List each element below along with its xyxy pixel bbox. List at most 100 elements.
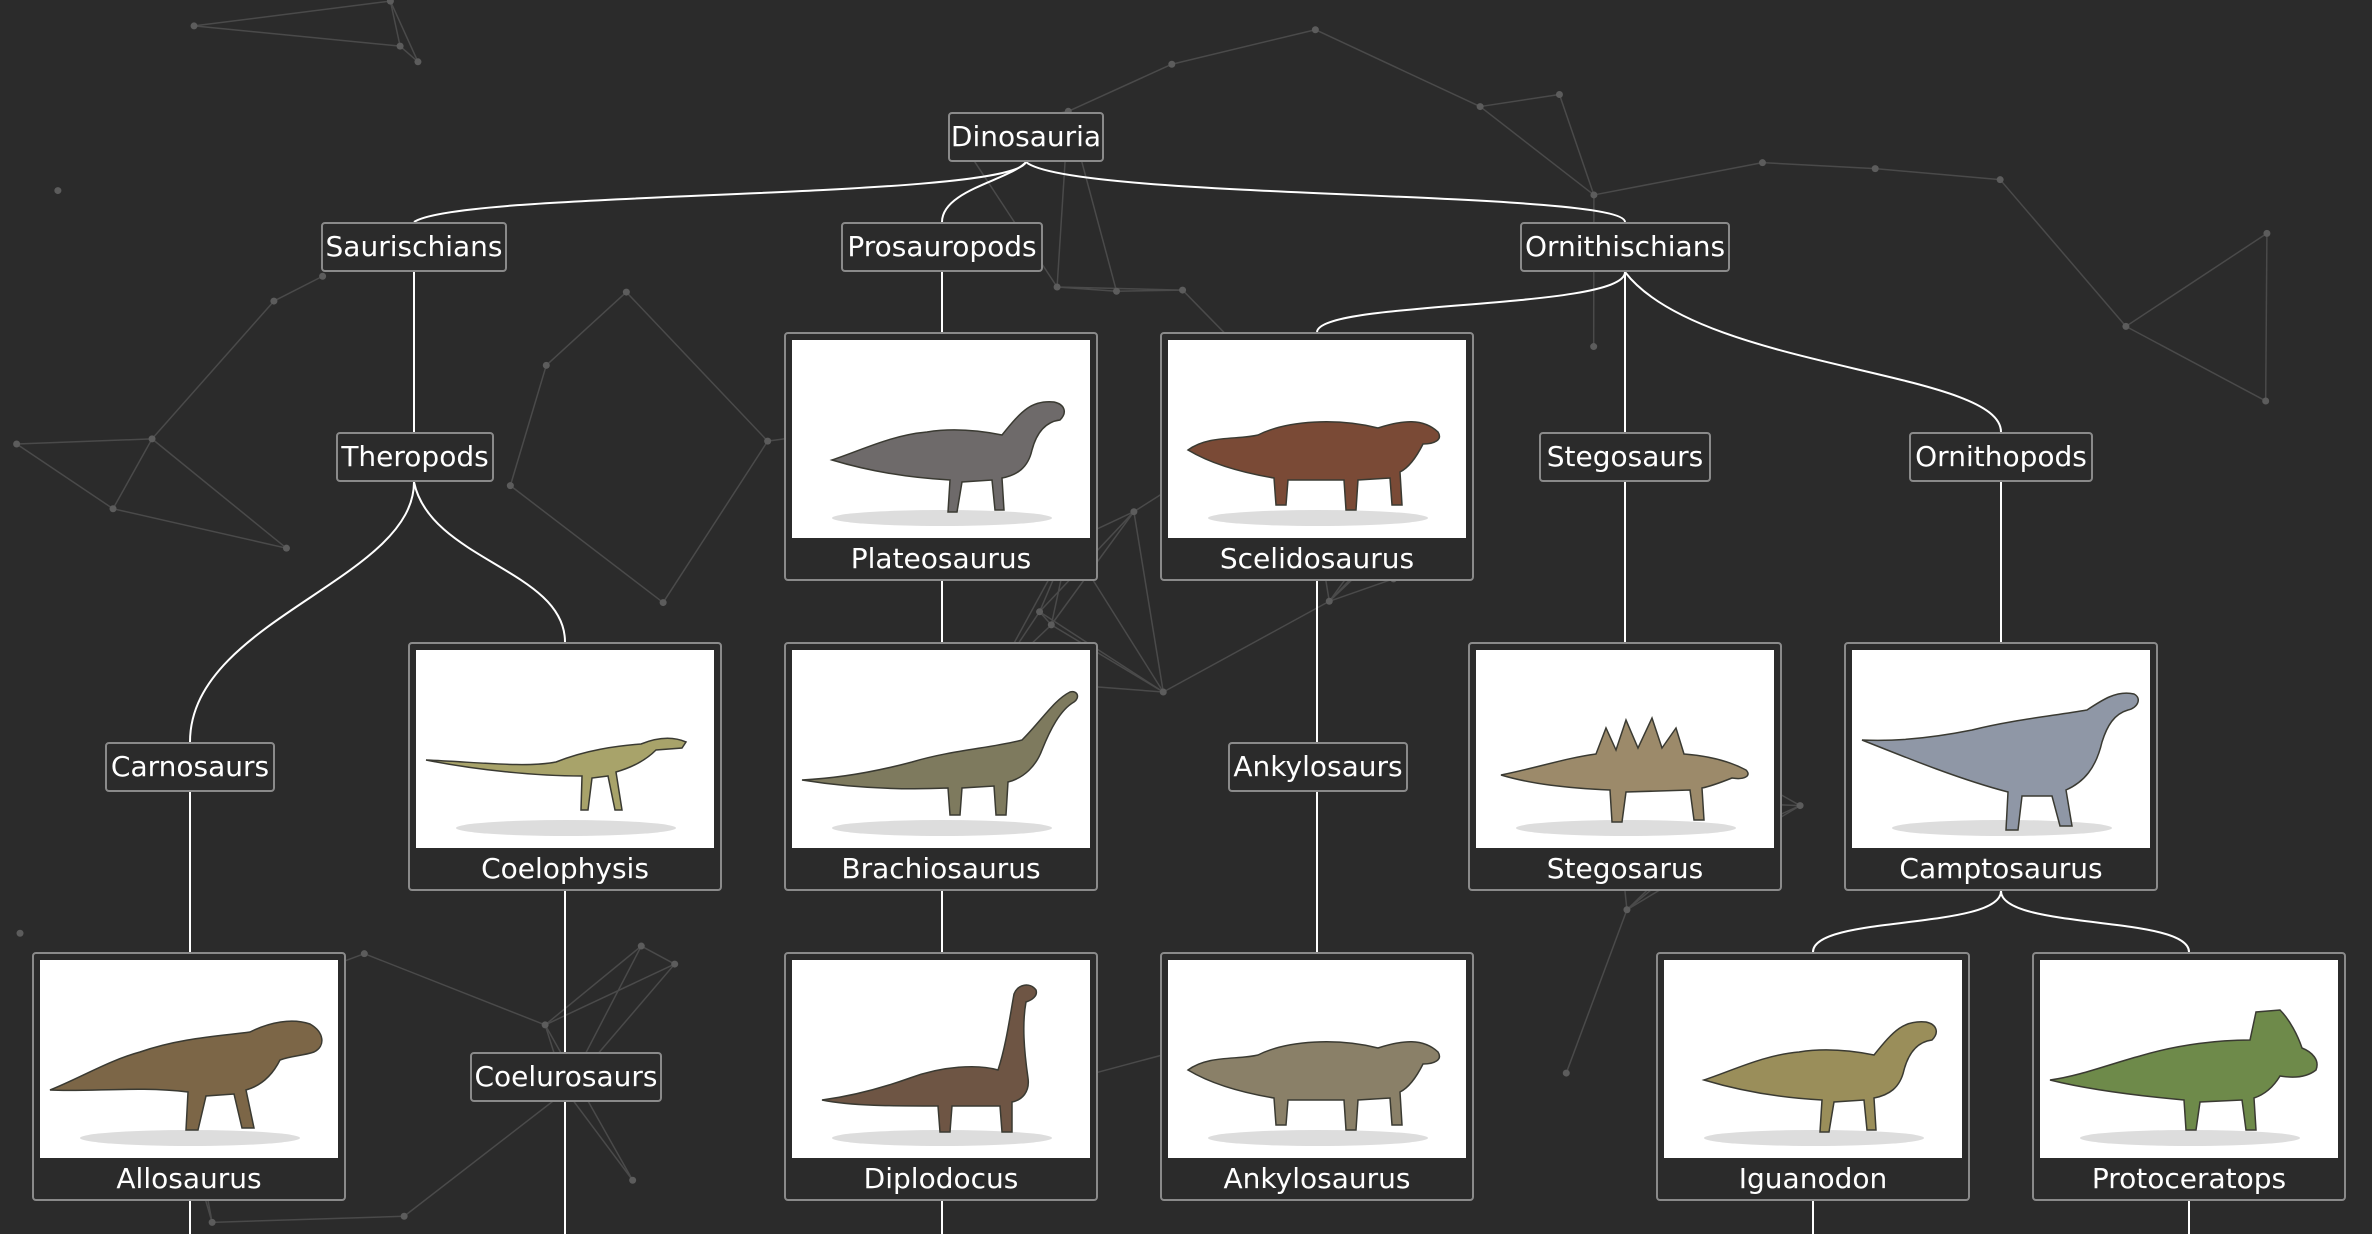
stegosarus-image xyxy=(1476,650,1774,848)
network-line xyxy=(1050,624,1164,693)
tree-edge xyxy=(1624,271,2002,433)
card-iguanodon[interactable]: Iguanodon xyxy=(1656,952,1970,1201)
ground-shadow xyxy=(1516,820,1736,836)
card-label: Diplodocus xyxy=(863,1162,1019,1195)
ground-shadow xyxy=(80,1130,300,1146)
network-dot xyxy=(1047,621,1055,629)
camptosaurus-silhouette xyxy=(1861,692,2139,831)
card-camptosaurus[interactable]: Camptosaurus xyxy=(1844,642,2158,891)
tree-edge xyxy=(189,481,415,743)
network-dot xyxy=(1590,191,1598,199)
card-ankylosaurus[interactable]: Ankylosaurus xyxy=(1160,952,1474,1201)
card-stegosarus[interactable]: Stegosarus xyxy=(1468,642,1782,891)
network-dot xyxy=(541,1021,549,1029)
network-dot xyxy=(1796,802,1804,810)
network-dot xyxy=(190,22,198,30)
tree-edge xyxy=(413,481,566,643)
allosaurus-silhouette xyxy=(49,1020,323,1131)
node-coelurosaurs[interactable]: Coelurosaurs xyxy=(470,1052,662,1102)
network-dot xyxy=(1562,1069,1570,1077)
network-line xyxy=(544,1024,634,1181)
brachiosaurus-silhouette xyxy=(801,690,1079,816)
network-line xyxy=(1039,611,1164,693)
network-line xyxy=(364,952,546,1026)
network-line xyxy=(16,443,114,510)
ground-shadow xyxy=(1208,1130,1428,1146)
node-prosauropods[interactable]: Prosauropods xyxy=(841,222,1043,272)
network-dot xyxy=(282,544,290,552)
ground-shadow xyxy=(832,1130,1052,1146)
network-line xyxy=(389,0,401,47)
card-label: Allosaurus xyxy=(116,1162,262,1195)
network-line xyxy=(509,485,664,604)
network-dot xyxy=(54,187,62,195)
tree-edge xyxy=(941,161,1027,223)
card-scelidosaurus[interactable]: Scelidosaurus xyxy=(1160,332,1474,581)
card-label: Brachiosaurus xyxy=(841,852,1041,885)
camptosaurus-image xyxy=(1852,650,2150,848)
network-dot xyxy=(1168,60,1176,68)
network-line xyxy=(544,945,642,1026)
network-line xyxy=(565,1090,634,1181)
network-line xyxy=(1315,29,1481,108)
tree-edge xyxy=(2000,890,2190,953)
ankylosaurus-silhouette xyxy=(1186,1041,1441,1131)
network-line xyxy=(2264,233,2268,401)
card-brachiosaurus[interactable]: Brachiosaurus xyxy=(784,642,1098,891)
network-line xyxy=(112,508,287,549)
network-dot xyxy=(2122,322,2130,330)
network-line xyxy=(1479,105,1595,196)
network-line xyxy=(1057,286,1183,291)
iguanodon-silhouette xyxy=(1701,1021,1937,1133)
network-dot xyxy=(1113,287,1121,295)
network-line xyxy=(399,45,419,63)
protoceratops-image xyxy=(2040,960,2338,1158)
tree-edge xyxy=(413,161,1027,223)
network-dot xyxy=(360,950,368,958)
network-dot xyxy=(629,1176,637,1184)
card-coelophysis[interactable]: Coelophysis xyxy=(408,642,722,891)
ground-shadow xyxy=(1704,1130,1924,1146)
network-dot xyxy=(1179,286,1187,294)
network-dot xyxy=(400,1212,408,1220)
network-line xyxy=(193,0,391,27)
iguanodon-image xyxy=(1664,960,1962,1158)
network-dot xyxy=(764,437,772,445)
network-dot xyxy=(386,0,394,5)
node-dinosauria[interactable]: Dinosauria xyxy=(948,112,1104,162)
network-line xyxy=(1558,94,1595,196)
node-ornithischians[interactable]: Ornithischians xyxy=(1520,222,1730,272)
card-diplodocus[interactable]: Diplodocus xyxy=(784,952,1098,1201)
ground-shadow xyxy=(832,510,1052,526)
tree-edge xyxy=(1316,271,1626,333)
plateosaurus-silhouette xyxy=(829,401,1065,513)
card-plateosaurus[interactable]: Plateosaurus xyxy=(784,332,1098,581)
network-line xyxy=(544,963,676,1026)
ankylosaurus-image xyxy=(1168,960,1466,1158)
network-dot xyxy=(1130,508,1138,516)
network-dot xyxy=(542,361,550,369)
node-ornithopods[interactable]: Ornithopods xyxy=(1909,432,2093,482)
node-stegosaurs[interactable]: Stegosaurs xyxy=(1539,432,1711,482)
network-line xyxy=(509,365,548,486)
network-line xyxy=(625,291,769,442)
network-line xyxy=(1116,289,1183,293)
stegosarus-silhouette xyxy=(1500,715,1749,823)
network-line xyxy=(1067,63,1173,112)
card-protoceratops[interactable]: Protoceratops xyxy=(2032,952,2346,1201)
ground-shadow xyxy=(2080,1130,2300,1146)
card-allosaurus[interactable]: Allosaurus xyxy=(32,952,346,1201)
network-line xyxy=(1762,161,1876,170)
network-line xyxy=(1999,179,2127,327)
network-line xyxy=(640,945,676,965)
node-saurischians[interactable]: Saurischians xyxy=(321,222,507,272)
card-label: Coelophysis xyxy=(481,852,649,885)
node-ankylosaurs[interactable]: Ankylosaurs xyxy=(1228,742,1408,792)
network-dot xyxy=(659,599,667,607)
network-line xyxy=(16,438,153,445)
network-dot xyxy=(2263,229,2271,237)
node-carnosaurs[interactable]: Carnosaurs xyxy=(105,742,275,792)
brachiosaurus-image xyxy=(792,650,1090,848)
node-theropods[interactable]: Theropods xyxy=(336,432,494,482)
allosaurus-image xyxy=(40,960,338,1158)
